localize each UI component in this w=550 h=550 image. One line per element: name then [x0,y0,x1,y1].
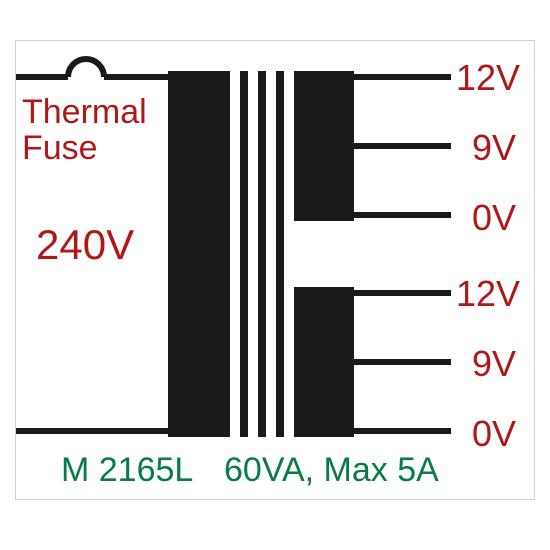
rating-label: 60VA, Max 5A [224,451,439,490]
sec2-9v-label: 9V [472,343,516,385]
thermal-label: Thermal [22,93,147,132]
sec1-12v-label: 12V [456,57,520,99]
sec2-0v-label: 0V [472,413,516,455]
diagram-frame: Thermal Fuse 240V 12V 9V 0V 12V 9V 0V M … [15,40,535,500]
transformer-diagram: Thermal Fuse 240V 12V 9V 0V 12V 9V 0V M … [16,41,534,499]
sec1-9v-label: 9V [472,127,516,169]
model-label: M 2165L [61,451,193,490]
sec1-0v-label: 0V [472,197,516,239]
fuse-label: Fuse [22,129,98,168]
primary-voltage-label: 240V [36,221,134,269]
sec2-12v-label: 12V [456,273,520,315]
